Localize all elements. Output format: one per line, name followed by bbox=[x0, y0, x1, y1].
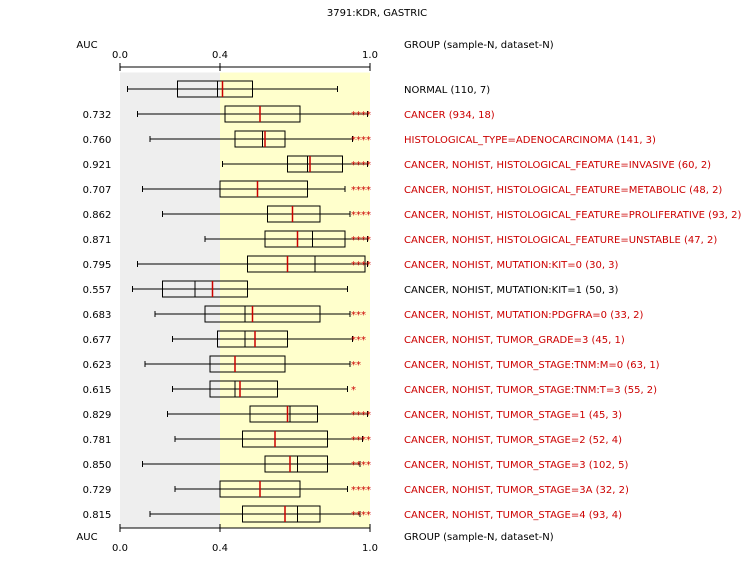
auc-value: 0.683 bbox=[83, 310, 112, 321]
group-header-bottom: GROUP (sample-N, dataset-N) bbox=[404, 532, 554, 543]
iqr-box bbox=[209, 355, 286, 373]
auc-value: 0.850 bbox=[83, 460, 112, 471]
iqr-box bbox=[219, 180, 308, 198]
significance-stars: **** bbox=[351, 485, 371, 496]
group-label: CANCER, NOHIST, TUMOR_STAGE=4 (93, 4) bbox=[404, 510, 622, 521]
significance-stars: *** bbox=[351, 335, 366, 346]
group-header-top: GROUP (sample-N, dataset-N) bbox=[404, 40, 554, 51]
group-label: HISTOLOGICAL_TYPE=ADENOCARCINOMA (141, 3… bbox=[404, 135, 656, 146]
iqr-box bbox=[264, 455, 328, 473]
group-label: CANCER, NOHIST, HISTOLOGICAL_FEATURE=UNS… bbox=[404, 235, 717, 246]
x-tick-label-bottom: 0.4 bbox=[212, 543, 228, 554]
significance-stars: *** bbox=[351, 310, 366, 321]
iqr-box bbox=[234, 130, 286, 148]
group-label: CANCER, NOHIST, MUTATION:PDGFRA=0 (33, 2… bbox=[404, 310, 644, 321]
significance-stars: * bbox=[351, 385, 356, 396]
x-tick-label-top: 0.0 bbox=[112, 50, 128, 61]
iqr-box bbox=[204, 305, 321, 323]
iqr-box bbox=[267, 205, 321, 223]
chart-title: 3791:KDR, GASTRIC bbox=[327, 8, 427, 19]
yellow-region bbox=[220, 72, 370, 528]
auc-value: 0.732 bbox=[83, 110, 112, 121]
auc-value: 0.677 bbox=[83, 335, 112, 346]
group-label: CANCER, NOHIST, HISTOLOGICAL_FEATURE=MET… bbox=[404, 185, 722, 196]
group-label: CANCER, NOHIST, TUMOR_STAGE:TNM:T=3 (55,… bbox=[404, 385, 657, 396]
iqr-box bbox=[209, 380, 278, 398]
group-label: CANCER, NOHIST, TUMOR_GRADE=3 (45, 1) bbox=[404, 335, 625, 346]
iqr-box bbox=[162, 280, 248, 298]
significance-stars: **** bbox=[351, 135, 371, 146]
iqr-box bbox=[247, 255, 366, 273]
auc-value: 0.615 bbox=[83, 385, 112, 396]
auc-value: 0.707 bbox=[83, 185, 112, 196]
group-label: CANCER, NOHIST, TUMOR_STAGE:TNM:M=0 (63,… bbox=[404, 360, 660, 371]
group-label: CANCER, NOHIST, HISTOLOGICAL_FEATURE=INV… bbox=[404, 160, 711, 171]
group-label: CANCER, NOHIST, HISTOLOGICAL_FEATURE=PRO… bbox=[404, 210, 742, 221]
x-tick-label-bottom: 0.0 bbox=[112, 543, 128, 554]
iqr-box bbox=[177, 80, 253, 98]
group-label: CANCER, NOHIST, TUMOR_STAGE=3A (32, 2) bbox=[404, 485, 629, 496]
significance-stars: **** bbox=[351, 410, 371, 421]
auc-header-bottom: AUC bbox=[76, 532, 97, 543]
significance-stars: **** bbox=[351, 160, 371, 171]
x-tick-label-top: 0.4 bbox=[212, 50, 228, 61]
auc-value: 0.795 bbox=[83, 260, 112, 271]
x-tick-label-top: 1.0 bbox=[362, 50, 378, 61]
x-tick-label-bottom: 1.0 bbox=[362, 543, 378, 554]
auc-value: 0.729 bbox=[83, 485, 112, 496]
auc-value: 0.829 bbox=[83, 410, 112, 421]
group-label: CANCER (934, 18) bbox=[404, 110, 495, 121]
group-label: CANCER, NOHIST, MUTATION:KIT=0 (30, 3) bbox=[404, 260, 619, 271]
iqr-box bbox=[242, 505, 321, 523]
iqr-box bbox=[242, 430, 328, 448]
iqr-box bbox=[287, 155, 343, 173]
significance-stars: ** bbox=[351, 360, 361, 371]
auc-value: 0.781 bbox=[83, 435, 112, 446]
iqr-box bbox=[249, 405, 318, 423]
group-label: CANCER, NOHIST, TUMOR_STAGE=1 (45, 3) bbox=[404, 410, 622, 421]
group-label: CANCER, NOHIST, TUMOR_STAGE=3 (102, 5) bbox=[404, 460, 628, 471]
iqr-box bbox=[217, 330, 288, 348]
auc-value: 0.862 bbox=[83, 210, 112, 221]
iqr-box bbox=[264, 230, 346, 248]
auc-header-top: AUC bbox=[76, 40, 97, 51]
significance-stars: **** bbox=[351, 210, 371, 221]
auc-value: 0.557 bbox=[83, 285, 112, 296]
iqr-box bbox=[224, 105, 301, 123]
auc-value: 0.815 bbox=[83, 510, 112, 521]
auc-value: 0.623 bbox=[83, 360, 112, 371]
significance-stars: **** bbox=[351, 460, 371, 471]
auc-value: 0.871 bbox=[83, 235, 112, 246]
auc-value: 0.921 bbox=[83, 160, 112, 171]
significance-stars: **** bbox=[351, 510, 371, 521]
group-label: CANCER, NOHIST, TUMOR_STAGE=2 (52, 4) bbox=[404, 435, 622, 446]
significance-stars: **** bbox=[351, 260, 371, 271]
group-label: CANCER, NOHIST, MUTATION:KIT=1 (50, 3) bbox=[404, 285, 619, 296]
significance-stars: **** bbox=[351, 185, 371, 196]
gray-region bbox=[120, 72, 220, 528]
significance-stars: **** bbox=[351, 110, 371, 121]
significance-stars: **** bbox=[351, 235, 371, 246]
group-label: NORMAL (110, 7) bbox=[404, 85, 490, 96]
significance-stars: **** bbox=[351, 435, 371, 446]
auc-value: 0.760 bbox=[83, 135, 112, 146]
